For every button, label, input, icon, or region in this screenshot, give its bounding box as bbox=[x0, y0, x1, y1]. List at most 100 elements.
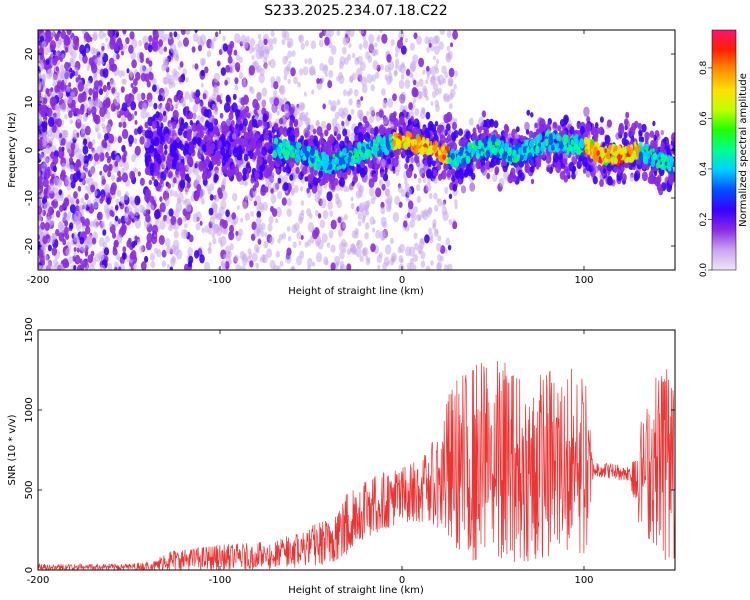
heatmap-cell bbox=[288, 60, 292, 66]
heatmap-cell bbox=[148, 72, 154, 81]
heatmap-cell bbox=[68, 157, 74, 164]
heatmap-cell bbox=[381, 183, 386, 191]
heatmap-cell bbox=[102, 229, 107, 236]
heatmap-cell bbox=[343, 185, 348, 193]
heatmap-cell bbox=[559, 153, 563, 160]
heatmap-cell bbox=[212, 237, 217, 245]
heatmap-cell bbox=[394, 64, 399, 70]
heatmap-cell bbox=[256, 159, 262, 167]
heatmap-cell bbox=[283, 126, 287, 132]
heatmap-cell bbox=[447, 244, 452, 251]
heatmap-cell bbox=[171, 129, 177, 137]
heatmap-cell bbox=[137, 171, 141, 177]
heatmap-cell bbox=[458, 128, 463, 137]
heatmap-cell bbox=[66, 30, 72, 36]
heatmap-cell bbox=[563, 119, 568, 126]
heatmap-cell bbox=[296, 255, 302, 266]
heatmap-cell bbox=[382, 221, 387, 229]
heatmap-cell bbox=[90, 184, 96, 193]
heatmap-cell bbox=[425, 79, 429, 85]
heatmap-cell bbox=[286, 208, 292, 217]
heatmap-cell bbox=[107, 263, 113, 270]
heatmap-cell bbox=[57, 264, 64, 270]
heatmap-cell bbox=[335, 193, 339, 199]
heatmap-cell bbox=[398, 201, 403, 208]
heatmap-cell bbox=[42, 235, 48, 245]
heatmap-cell bbox=[105, 37, 109, 43]
heatmap-cell bbox=[42, 177, 49, 188]
heatmap-cell bbox=[416, 195, 422, 203]
heatmap-cell bbox=[458, 178, 462, 185]
heatmap-cell bbox=[86, 199, 92, 207]
heatmap-cell bbox=[97, 211, 103, 221]
heatmap-cell bbox=[134, 207, 140, 216]
heatmap-cell bbox=[315, 252, 323, 263]
heatmap-cell bbox=[323, 64, 328, 72]
heatmap-cell bbox=[195, 89, 201, 98]
heatmap-cell bbox=[260, 186, 267, 197]
heatmap-cell bbox=[384, 168, 388, 174]
heatmap-cell bbox=[188, 93, 195, 103]
heatmap-cell bbox=[140, 72, 147, 82]
heatmap-cell bbox=[234, 84, 239, 91]
heatmap-cell bbox=[286, 166, 292, 174]
heatmap-cell bbox=[318, 39, 324, 48]
heatmap-cell bbox=[172, 109, 179, 120]
heatmap-cell bbox=[313, 138, 317, 144]
heatmap-cell bbox=[163, 33, 169, 42]
heatmap-cell bbox=[70, 142, 76, 151]
heatmap-cell bbox=[422, 69, 426, 75]
heatmap-cell bbox=[437, 235, 442, 242]
heatmap-cell bbox=[204, 66, 209, 74]
heatmap-cell bbox=[270, 194, 277, 204]
heatmap-cell bbox=[134, 168, 139, 174]
heatmap-cell bbox=[89, 264, 95, 270]
heatmap-cell bbox=[296, 231, 302, 240]
heatmap-cell bbox=[368, 34, 375, 44]
heatmap-cell bbox=[282, 174, 288, 184]
heatmap-cell bbox=[124, 215, 129, 223]
heatmap-cell bbox=[261, 87, 268, 97]
heatmap-cell bbox=[232, 93, 237, 101]
heatmap-cell bbox=[166, 72, 170, 79]
heatmap-cell bbox=[335, 261, 340, 267]
heatmap-cell bbox=[370, 243, 376, 253]
heatmap-cell bbox=[257, 33, 262, 40]
heatmap-cell bbox=[206, 50, 212, 58]
heatmap-cell bbox=[192, 136, 198, 145]
heatmap-cell bbox=[52, 57, 58, 66]
heatmap-cell bbox=[207, 122, 214, 133]
heatmap-cell bbox=[116, 53, 120, 60]
heatmap-cell bbox=[179, 91, 184, 97]
heatmap-cell bbox=[412, 97, 417, 104]
heatmap-cell bbox=[263, 168, 270, 179]
heatmap-cell bbox=[452, 184, 458, 192]
heatmap-cell bbox=[625, 111, 630, 119]
heatmap-cell bbox=[281, 232, 287, 240]
heatmap-cell bbox=[84, 163, 88, 169]
heatmap-cell bbox=[390, 112, 396, 123]
heatmap-cell bbox=[85, 225, 91, 235]
heatmap-cell bbox=[121, 167, 125, 174]
heatmap-cell bbox=[155, 111, 160, 119]
heatmap-cell bbox=[140, 108, 147, 119]
heatmap-cell bbox=[415, 81, 420, 88]
heatmap-cell bbox=[304, 176, 308, 182]
heatmap-cell bbox=[69, 67, 73, 73]
heatmap-cell bbox=[304, 58, 308, 64]
heatmap-cell bbox=[210, 169, 215, 177]
heatmap-cell bbox=[376, 158, 381, 165]
heatmap-cell bbox=[219, 124, 225, 134]
heatmap-cell bbox=[232, 192, 238, 202]
heatmap-cell bbox=[167, 183, 171, 189]
heatmap-cell bbox=[288, 236, 292, 242]
heatmap-cell bbox=[366, 111, 370, 117]
heatmap-cell bbox=[62, 202, 66, 209]
heatmap-cell bbox=[621, 163, 626, 171]
heatmap-cell bbox=[253, 244, 260, 253]
heatmap-cell bbox=[431, 160, 436, 167]
heatmap-cell bbox=[379, 230, 386, 241]
heatmap-cell bbox=[163, 168, 168, 175]
heatmap-cell bbox=[375, 187, 382, 198]
heatmap-cell bbox=[355, 99, 362, 109]
